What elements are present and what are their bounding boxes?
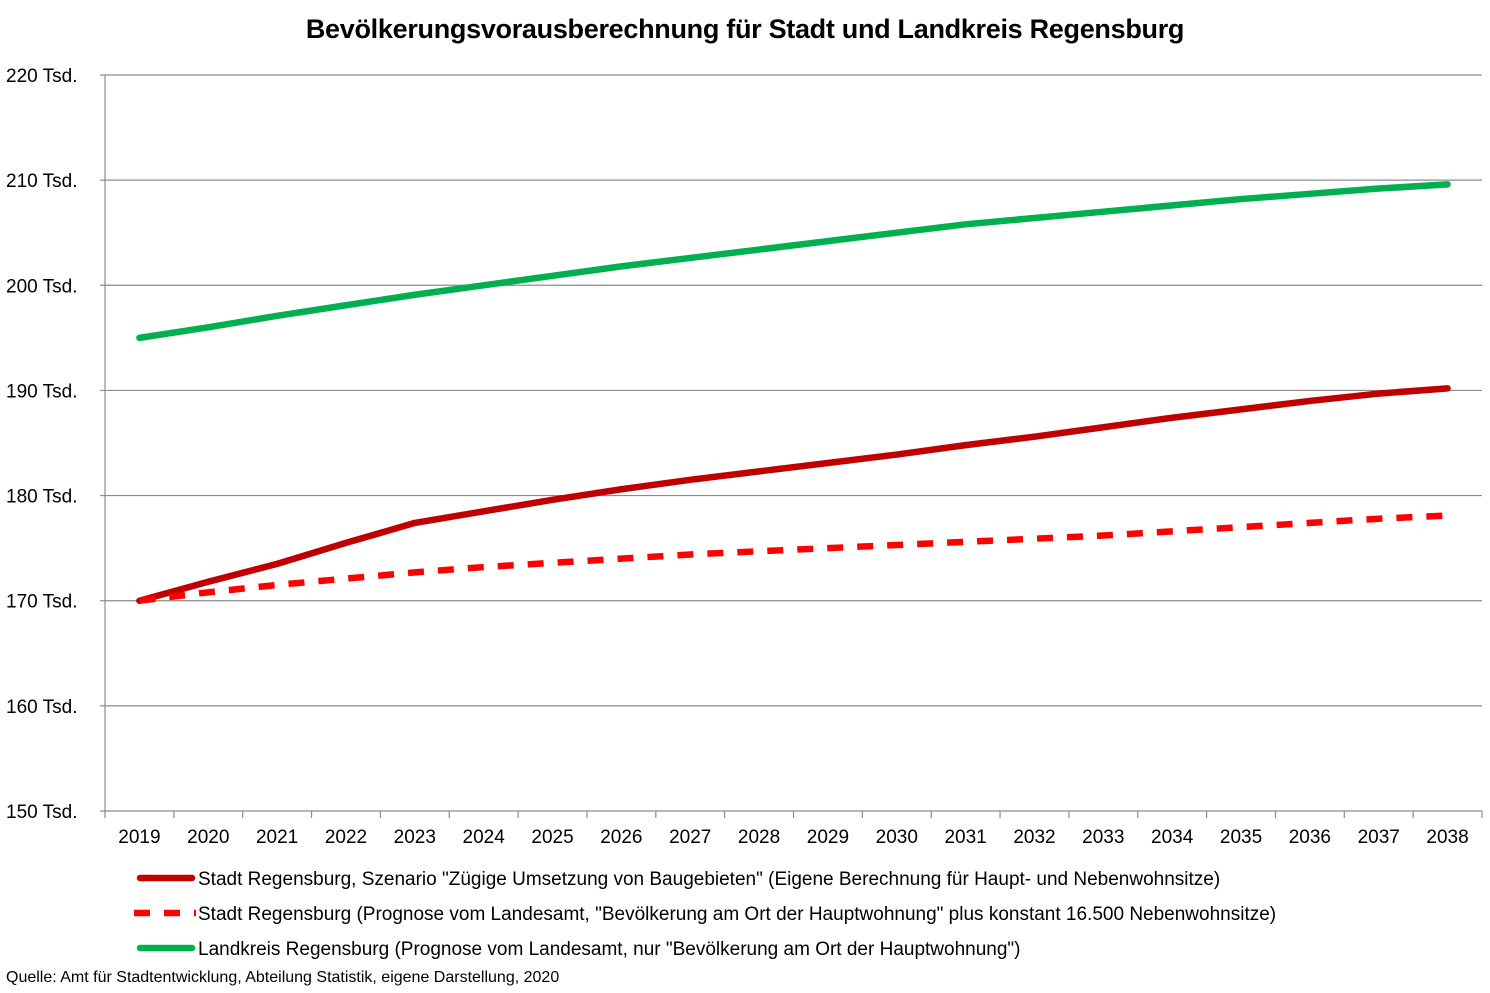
legend-label-1: Stadt Regensburg, Szenario "Zügige Umset… (198, 869, 1220, 890)
x-tick-label: 2036 (1289, 827, 1331, 848)
series-lines (136, 181, 1451, 604)
x-tick-label: 2031 (944, 827, 986, 848)
x-tick-label: 2020 (187, 827, 229, 848)
series-line-3 (136, 181, 1451, 342)
y-tick-label: 150 Tsd. (6, 802, 77, 823)
axes (100, 74, 1483, 818)
x-tick-labels: 2019 2020 2021 2022 2023 2024 2025 2026 2027 2028… (118, 827, 1468, 848)
x-tick-label: 2025 (531, 827, 573, 848)
x-tick-label: 2033 (1082, 827, 1124, 848)
x-tick-label: 2028 (738, 827, 780, 848)
source-note: Quelle: Amt für Stadtentwicklung, Abteil… (6, 969, 560, 986)
legend-label-2: Stadt Regensburg (Prognose vom Landesamt… (198, 904, 1276, 925)
x-tick-label: 2038 (1426, 827, 1468, 848)
gridlines (105, 74, 1482, 707)
x-tick-label: 2029 (807, 827, 849, 848)
x-tick-label: 2027 (669, 827, 711, 848)
series-line-1 (136, 385, 1451, 604)
series-line-2 (139, 512, 1448, 604)
y-tick-label: 220 Tsd. (6, 66, 77, 87)
legend-label-3: Landkreis Regensburg (Prognose vom Lande… (198, 939, 1021, 960)
y-tick-label: 170 Tsd. (6, 592, 77, 613)
x-tick-label: 2022 (325, 827, 367, 848)
y-tick-label: 210 Tsd. (6, 171, 77, 192)
y-tick-label: 190 Tsd. (6, 381, 77, 402)
x-tick-label: 2026 (600, 827, 642, 848)
x-tick-label: 2023 (394, 827, 436, 848)
x-tick-label: 2034 (1151, 827, 1194, 848)
y-tick-label: 160 Tsd. (6, 697, 77, 718)
x-tick-label: 2030 (876, 827, 918, 848)
x-tick-label: 2032 (1013, 827, 1055, 848)
y-tick-label: 200 Tsd. (6, 276, 77, 297)
x-tick-label: 2019 (118, 827, 160, 848)
x-tick-label: 2037 (1358, 827, 1400, 848)
y-tick-labels: 150 Tsd. 160 Tsd. 170 Tsd. 180 Tsd. 190 Tsd.… (6, 66, 77, 823)
y-tick-label: 180 Tsd. (6, 487, 77, 508)
x-tick-label: 2024 (463, 827, 506, 848)
x-tick-label: 2035 (1220, 827, 1262, 848)
chart-title: Bevölkerungsvorausberechnung für Stadt u… (305, 14, 1185, 44)
legend: Stadt Regensburg, Szenario "Zügige Umset… (134, 869, 1276, 960)
x-tick-label: 2021 (256, 827, 298, 848)
